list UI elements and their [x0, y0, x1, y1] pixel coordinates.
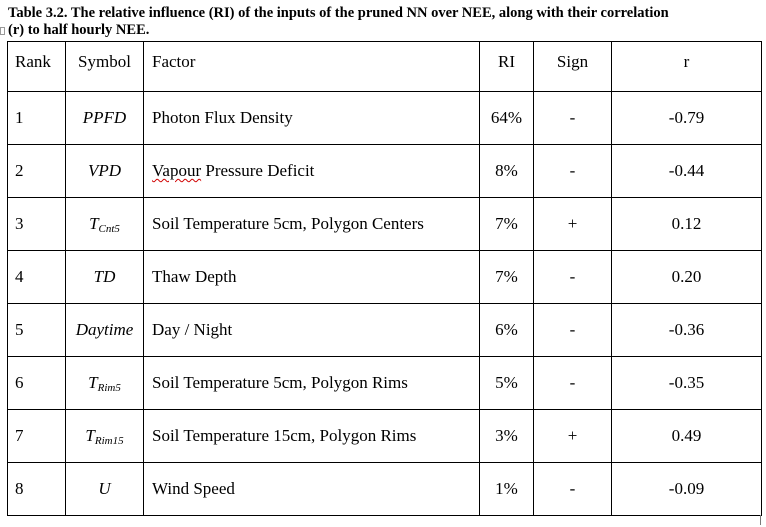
cell-factor: Thaw Depth	[143, 250, 480, 304]
cell-sign: -	[533, 250, 612, 304]
cell-ri: 7%	[479, 250, 534, 304]
cell-ri: 6%	[479, 303, 534, 357]
paragraph-marker-icon	[0, 27, 5, 35]
header-rank: Rank	[7, 41, 66, 92]
table-row: 7 TRim15 Soil Temperature 15cm, Polygon …	[7, 409, 762, 463]
cell-r: -0.09	[611, 462, 762, 516]
cell-symbol: TRim15	[65, 409, 144, 463]
cell-ri: 7%	[479, 197, 534, 251]
cell-ri: 5%	[479, 356, 534, 410]
cell-symbol: VPD	[65, 144, 144, 198]
table-row: 8 U Wind Speed 1% - -0.09	[7, 462, 762, 516]
table-row: 4 TD Thaw Depth 7% - 0.20	[7, 250, 762, 304]
cell-symbol: TD	[65, 250, 144, 304]
cell-rank: 6	[7, 356, 66, 410]
header-ri: RI	[479, 41, 534, 92]
cell-r: 0.12	[611, 197, 762, 251]
cell-sign: +	[533, 409, 612, 463]
cell-r: 0.49	[611, 409, 762, 463]
cell-rank: 8	[7, 462, 66, 516]
cell-rank: 4	[7, 250, 66, 304]
cell-symbol: TCnt5	[65, 197, 144, 251]
cell-factor: Soil Temperature 5cm, Polygon Rims	[143, 356, 480, 410]
header-symbol: Symbol	[65, 41, 144, 92]
caption-line-2: (r) to half hourly NEE.	[8, 22, 150, 38]
cell-r: -0.44	[611, 144, 762, 198]
cell-factor: Wind Speed	[143, 462, 480, 516]
table-row: 5 Daytime Day / Night 6% - -0.36	[7, 303, 762, 357]
cell-sign: -	[533, 356, 612, 410]
cell-rank: 1	[7, 91, 66, 145]
cell-factor: Vapour Pressure Deficit	[143, 144, 480, 198]
cell-symbol: TRim5	[65, 356, 144, 410]
cell-ri: 8%	[479, 144, 534, 198]
cell-r: -0.35	[611, 356, 762, 410]
table-row: 3 TCnt5 Soil Temperature 5cm, Polygon Ce…	[7, 197, 762, 251]
table-row: 2 VPD Vapour Pressure Deficit 8% - -0.44	[7, 144, 762, 198]
cell-symbol: PPFD	[65, 91, 144, 145]
cell-rank: 5	[7, 303, 66, 357]
cell-r: -0.36	[611, 303, 762, 357]
cell-rank: 7	[7, 409, 66, 463]
cell-ri: 1%	[479, 462, 534, 516]
table-row: 6 TRim5 Soil Temperature 5cm, Polygon Ri…	[7, 356, 762, 410]
cell-symbol: U	[65, 462, 144, 516]
cell-r: 0.20	[611, 250, 762, 304]
cell-factor: Soil Temperature 5cm, Polygon Centers	[143, 197, 480, 251]
cell-rank: 2	[7, 144, 66, 198]
cell-factor: Day / Night	[143, 303, 480, 357]
caption-line-1: Table 3.2. The relative influence (RI) o…	[8, 5, 669, 21]
cell-symbol: Daytime	[65, 303, 144, 357]
header-factor: Factor	[143, 41, 480, 92]
spellcheck-flagged-word[interactable]: Vapour	[152, 161, 202, 180]
header-sign: Sign	[533, 41, 612, 92]
cell-factor: Soil Temperature 15cm, Polygon Rims	[143, 409, 480, 463]
cell-sign: +	[533, 197, 612, 251]
cell-rank: 3	[7, 197, 66, 251]
table-row: 1 PPFD Photon Flux Density 64% - -0.79	[7, 91, 762, 145]
cell-ri: 3%	[479, 409, 534, 463]
header-r: r	[611, 41, 762, 92]
cell-sign: -	[533, 462, 612, 516]
cell-ri: 64%	[479, 91, 534, 145]
table-corner-mark	[760, 515, 761, 525]
cell-r: -0.79	[611, 91, 762, 145]
cell-factor: Photon Flux Density	[143, 91, 480, 145]
cell-sign: -	[533, 91, 612, 145]
table-caption: Table 3.2. The relative influence (RI) o…	[8, 5, 758, 39]
cell-sign: -	[533, 303, 612, 357]
relative-influence-table: Rank Symbol Factor RI Sign r 1 PPFD Phot…	[7, 41, 762, 516]
cell-sign: -	[533, 144, 612, 198]
table-header-row: Rank Symbol Factor RI Sign r	[7, 41, 762, 92]
